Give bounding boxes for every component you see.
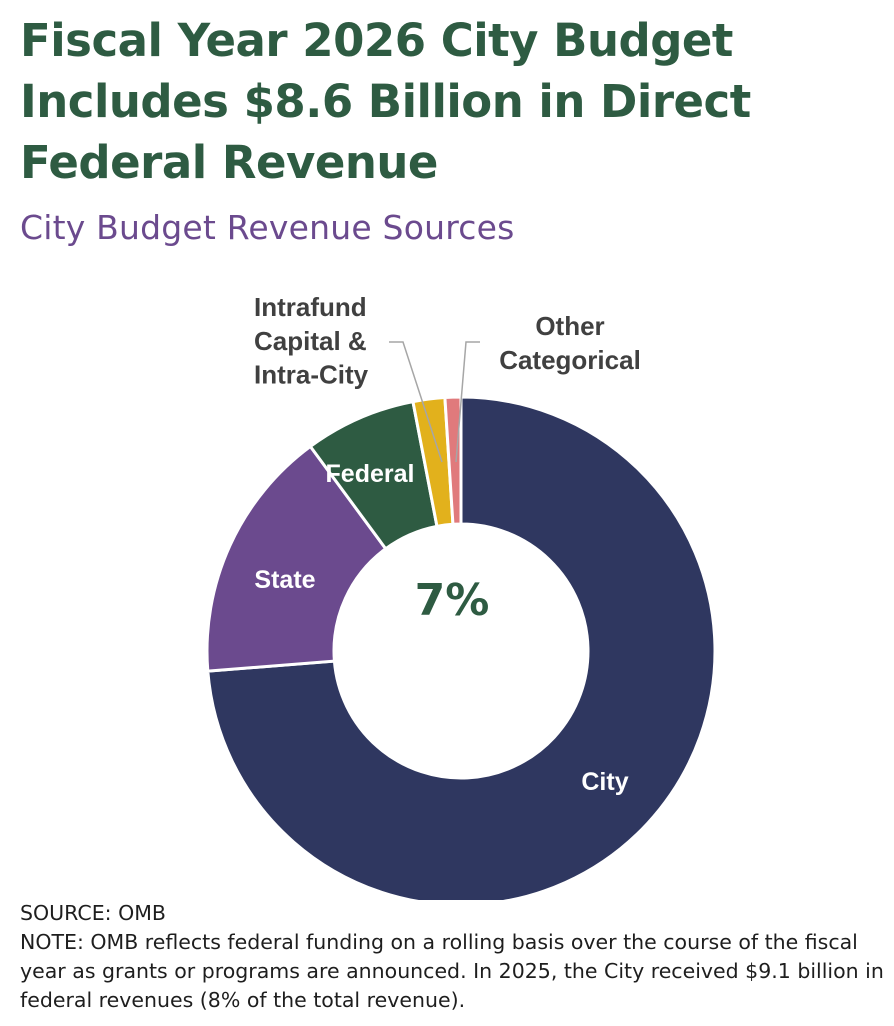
- label-federal: Federal: [326, 460, 415, 488]
- chart-title: Fiscal Year 2026 City Budget Includes $8…: [20, 14, 751, 189]
- slice-other-categorical: [443, 395, 463, 526]
- chart-subtitle: City Budget Revenue Sources: [20, 208, 515, 247]
- label-intrafund-capital-intra-city: Intrafund Capital & Intra-City: [254, 292, 369, 390]
- leader-line-other-categorical: [455, 341, 480, 463]
- center-percentage-label: 7%: [415, 575, 490, 626]
- leader-line-intrafund-capital-intra-city: [389, 341, 443, 463]
- slice-labels: City State Federal Intrafund Capital & Intra-…: [254, 292, 641, 796]
- footer: SOURCE: OMB NOTE: OMB reflects federal f…: [20, 899, 890, 1015]
- label-state: State: [254, 566, 315, 594]
- source-text: SOURCE: OMB: [20, 901, 166, 925]
- donut-slices: [205, 395, 717, 900]
- slice-city: [206, 395, 717, 900]
- donut-chart: City State Federal Intrafund Capital & Intra-…: [205, 292, 717, 900]
- label-city: City: [581, 768, 628, 796]
- label-other-categorical: Other Categorical: [499, 311, 641, 375]
- note-text: NOTE: OMB reflects federal funding on a …: [20, 930, 884, 1012]
- leader-lines: [389, 341, 480, 463]
- slice-state: [205, 444, 388, 673]
